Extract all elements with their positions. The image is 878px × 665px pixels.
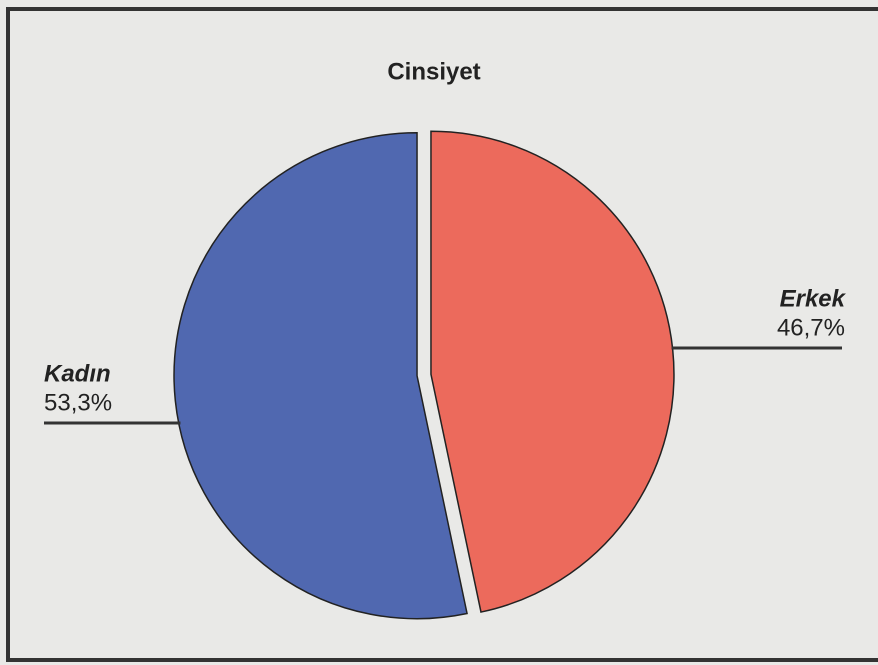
- slice-label: Erkek: [780, 285, 847, 312]
- frame: [6, 7, 878, 662]
- value-label: 53,3%: [44, 389, 112, 416]
- value-label: 46,7%: [777, 314, 845, 341]
- pie-slice: [173, 131, 468, 620]
- chart-title: Cinsiyet: [387, 58, 480, 85]
- slice-label: Kadın: [44, 360, 111, 387]
